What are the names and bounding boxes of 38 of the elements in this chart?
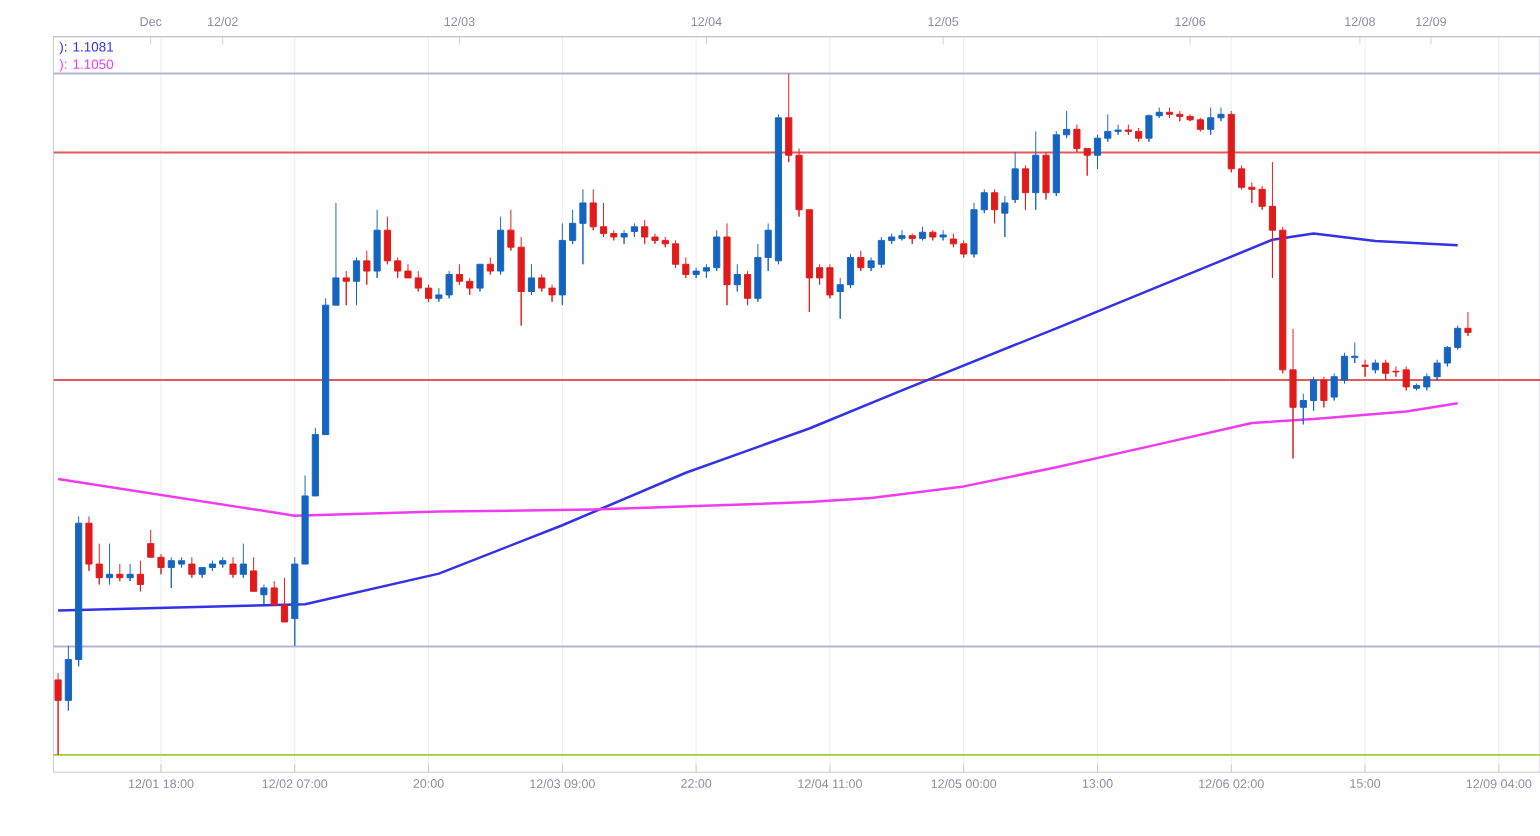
candlestick (476, 263, 484, 293)
candlestick (723, 222, 731, 306)
candlestick (260, 584, 268, 606)
candlestick (1001, 195, 1009, 238)
candlestick (527, 263, 536, 296)
candlestick (239, 543, 247, 579)
candlestick (857, 250, 865, 272)
candlestick (54, 672, 62, 756)
candlestick (136, 560, 144, 592)
candlestick (929, 229, 937, 241)
candlestick (363, 250, 371, 286)
candlestick (105, 543, 114, 586)
candlestick (744, 270, 752, 306)
candlestick (918, 226, 927, 241)
candlestick (1371, 359, 1379, 374)
candlestick (1320, 376, 1328, 408)
candlestick (908, 233, 916, 245)
candlestick (352, 256, 361, 306)
candlestick (229, 556, 237, 579)
candlestick (1361, 359, 1369, 378)
candlestick (1032, 130, 1040, 211)
candlestick (620, 229, 628, 245)
candlestick (126, 563, 134, 582)
candlestick (1011, 151, 1019, 204)
candlestick (342, 270, 350, 306)
candlestick (250, 556, 258, 592)
candlestick (630, 222, 638, 238)
candlestick (939, 229, 947, 241)
candlestick (497, 216, 505, 275)
candlestick (188, 556, 196, 579)
candlestick (373, 209, 381, 279)
candlestick (116, 563, 124, 582)
candlestick (486, 256, 494, 275)
candlestick (733, 263, 741, 293)
candlestick (1021, 165, 1030, 211)
candlestick (1464, 311, 1472, 337)
candlestick (991, 188, 999, 224)
candlestick (1042, 151, 1050, 201)
